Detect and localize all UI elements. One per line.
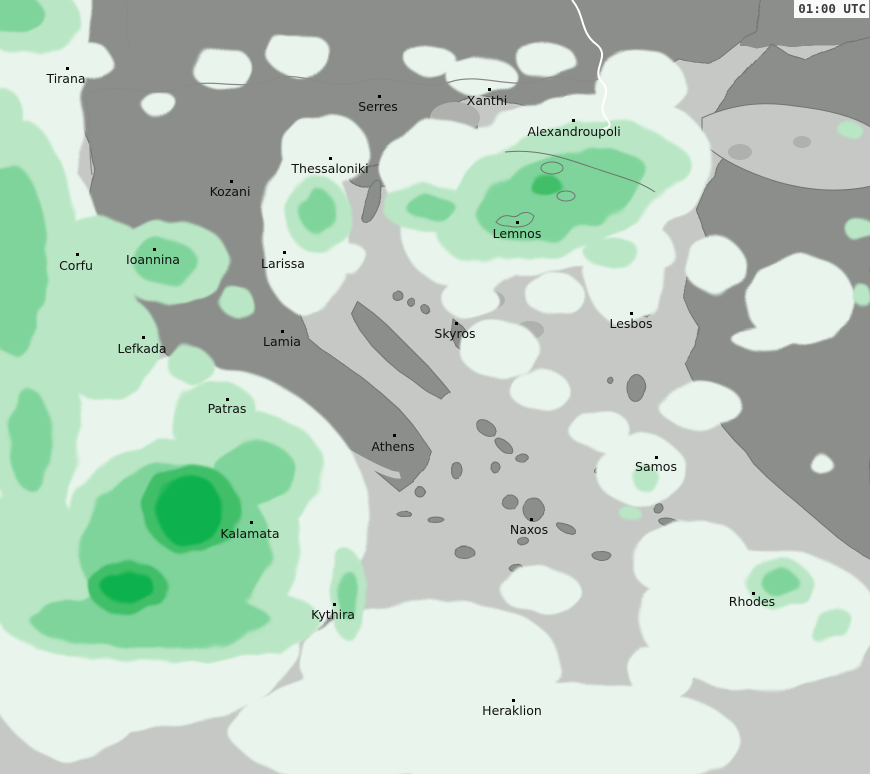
city-dot-icon (76, 253, 79, 256)
city-label: Xanthi (466, 93, 508, 108)
city-dot-icon (393, 434, 396, 437)
city-label: Serres (358, 99, 398, 114)
city-label: Thessaloniki (291, 161, 369, 176)
city-label: Samos (635, 459, 677, 474)
city-dot-icon (455, 322, 458, 325)
city-label: Naxos (509, 522, 549, 537)
city-label: Athens (371, 439, 415, 454)
city-label: Lemnos (492, 226, 542, 241)
city-dot-icon (530, 518, 533, 521)
city-label: Rhodes (728, 594, 776, 609)
city-dot-icon (283, 251, 286, 254)
city-dot-icon (752, 592, 755, 595)
city-label: Larissa (261, 256, 305, 271)
precip-intense-layer (102, 476, 224, 603)
city-label: Heraklion (482, 703, 542, 718)
city-label: Lefkada (117, 341, 167, 356)
city-dot-icon (655, 456, 658, 459)
city-label: Lesbos (609, 316, 653, 331)
city-dot-icon (333, 603, 336, 606)
city-dot-icon (488, 88, 491, 91)
city-label: Skyros (434, 326, 476, 341)
city-label: Kozani (209, 184, 251, 199)
city-label: Alexandroupoli (527, 124, 621, 139)
city-dot-icon (516, 221, 519, 224)
city-dot-icon (329, 157, 332, 160)
city-label: Tirana (46, 71, 86, 86)
city-label: Corfu (59, 258, 93, 273)
city-dot-icon (512, 699, 515, 702)
city-dot-icon (378, 95, 381, 98)
border-layer (84, 0, 656, 228)
city-label: Kalamata (220, 526, 280, 541)
city-dot-icon (230, 180, 233, 183)
city-label: Patras (207, 401, 247, 416)
timestamp-label: 01:00 UTC (794, 0, 869, 18)
city-dot-icon (142, 336, 145, 339)
city-dot-icon (281, 330, 284, 333)
city-dot-icon (572, 119, 575, 122)
city-dot-icon (226, 398, 229, 401)
city-label: Lamia (263, 334, 301, 349)
city-label: Kythira (311, 607, 355, 622)
city-dot-icon (153, 248, 156, 251)
city-dot-icon (630, 312, 633, 315)
city-dot-icon (66, 67, 69, 70)
city-dot-icon (250, 521, 253, 524)
city-label: Ioannina (126, 252, 180, 267)
